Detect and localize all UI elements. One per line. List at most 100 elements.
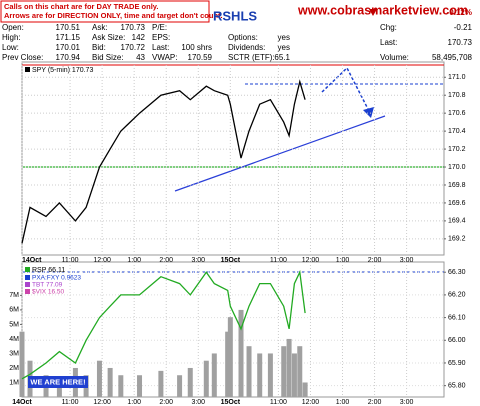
volume-bar xyxy=(225,331,231,397)
x-tick-label: 12:00 xyxy=(302,257,320,264)
legend-entry: PXA:FXY 0.9623 xyxy=(32,275,81,282)
callout-box xyxy=(28,376,88,388)
y-tick-label: 169.8 xyxy=(448,182,466,189)
volume-bar xyxy=(267,353,273,397)
arrow-head xyxy=(363,107,374,118)
x-tick-label: 3:00 xyxy=(400,257,414,264)
quote-value: 171.15 xyxy=(56,33,81,42)
quote-value: 170.73 xyxy=(121,23,146,32)
y-tick-label: 171.0 xyxy=(448,74,466,81)
legend-swatch xyxy=(25,275,30,280)
quote-label: Open: xyxy=(2,23,24,32)
legend-entry: $VIX 16.50 xyxy=(32,289,65,296)
y-tick-label: 169.4 xyxy=(448,218,466,225)
x-tick-label: 1:00 xyxy=(336,257,350,264)
quote-label: Options: xyxy=(228,33,258,42)
notice-line: Arrows are for DIRECTION ONLY, time and … xyxy=(4,11,223,20)
x-tick-label: 11:00 xyxy=(270,257,287,264)
volume-bar xyxy=(246,346,252,397)
volume-bar xyxy=(257,353,263,397)
x-tick-label: 14Oct xyxy=(12,399,32,406)
volume-bar xyxy=(56,379,62,397)
y2-tick-label: 65.80 xyxy=(448,382,466,389)
x-tick-label: 11:00 xyxy=(62,399,79,406)
y2-tick-label: 66.00 xyxy=(448,337,466,344)
quote-label: EPS: xyxy=(152,33,170,42)
legend-swatch xyxy=(25,282,30,287)
quote-label: High: xyxy=(2,33,21,42)
legend-swatch xyxy=(25,67,30,72)
summary-value: 170.73 xyxy=(448,38,473,47)
volume-bar xyxy=(203,360,209,397)
volume-bar xyxy=(137,375,143,397)
quote-value: yes xyxy=(278,33,290,42)
summary-label: Last: xyxy=(380,38,397,47)
x-tick-label: 3:00 xyxy=(400,399,414,406)
y-tick-label: 5M xyxy=(9,321,19,328)
y-tick-label: 170.8 xyxy=(448,92,466,99)
summary-label: Volume: xyxy=(380,53,409,62)
quote-label: SCTR (ETF): xyxy=(228,53,275,62)
volume-bar xyxy=(238,309,244,397)
x-tick-label: 1:00 xyxy=(336,399,350,406)
x-tick-label: 1:00 xyxy=(127,399,141,406)
x-tick-label: 2:00 xyxy=(159,257,173,264)
y-tick-label: 4M xyxy=(9,336,19,343)
y-tick-label: 170.2 xyxy=(448,146,466,153)
x-tick-label: 2:00 xyxy=(368,257,382,264)
x-tick-label: 14Oct xyxy=(22,257,42,264)
quote-label: Bid Size: xyxy=(92,53,124,62)
quote-value: 170.72 xyxy=(121,43,146,52)
summary-label: Chg: xyxy=(380,23,397,32)
y2-tick-label: 66.10 xyxy=(448,314,466,321)
volume-bar xyxy=(158,370,164,397)
y-tick-label: 170.4 xyxy=(448,128,466,135)
legend-swatch xyxy=(25,289,30,294)
quote-label: Ask Size: xyxy=(92,33,125,42)
quote-value: 100 shrs xyxy=(181,43,212,52)
y2-tick-label: 66.30 xyxy=(448,269,466,276)
summary-change: -0.12% xyxy=(447,8,472,17)
quote-value: 170.94 xyxy=(56,53,81,62)
price-line xyxy=(21,79,306,244)
volume-bar xyxy=(281,346,287,397)
quote-label: Low: xyxy=(2,43,19,52)
x-tick-label: 12:00 xyxy=(93,399,111,406)
quote-label: Ask: xyxy=(92,23,108,32)
y-tick-label: 3M xyxy=(9,350,19,357)
volume-bar xyxy=(96,360,102,397)
notice-box xyxy=(0,0,210,23)
x-tick-label: 15Oct xyxy=(221,399,241,406)
legend-swatch xyxy=(25,267,30,272)
volume-bar xyxy=(302,382,308,397)
volume-bar xyxy=(177,375,183,397)
legend-entry: RSP 66.11 xyxy=(32,267,65,274)
callout-text: WE ARE HERE! xyxy=(30,377,85,386)
quote-value: 170.01 xyxy=(56,43,81,52)
quote-value: 142 xyxy=(132,33,146,42)
quote-value: 65.1 xyxy=(274,53,290,62)
x-tick-label: 15Oct xyxy=(221,257,241,264)
legend-entry: TBT 77.09 xyxy=(32,282,63,289)
symbol-title: RSHLS xyxy=(213,8,257,23)
x-tick-label: 2:00 xyxy=(159,399,173,406)
y-tick-label: 2M xyxy=(9,365,19,372)
x-tick-label: 3:00 xyxy=(191,399,205,406)
price-line xyxy=(21,269,306,380)
volume-bar xyxy=(118,375,124,397)
x-tick-label: 12:00 xyxy=(93,257,111,264)
x-tick-label: 1:00 xyxy=(127,257,141,264)
volume-bar xyxy=(187,367,193,397)
direction-arrow xyxy=(321,66,371,114)
y-tick-label: 169.6 xyxy=(448,200,466,207)
quote-label: P/E: xyxy=(152,23,167,32)
quote-label: Prev Close: xyxy=(2,53,43,62)
down-arrow-icon xyxy=(369,9,377,16)
quote-label: Dividends: xyxy=(228,43,265,52)
volume-bar xyxy=(291,353,297,397)
volume-bar xyxy=(297,346,303,397)
y2-tick-label: 65.90 xyxy=(448,360,466,367)
x-tick-label: 11:00 xyxy=(62,257,79,264)
quote-label: Bid: xyxy=(92,43,106,52)
